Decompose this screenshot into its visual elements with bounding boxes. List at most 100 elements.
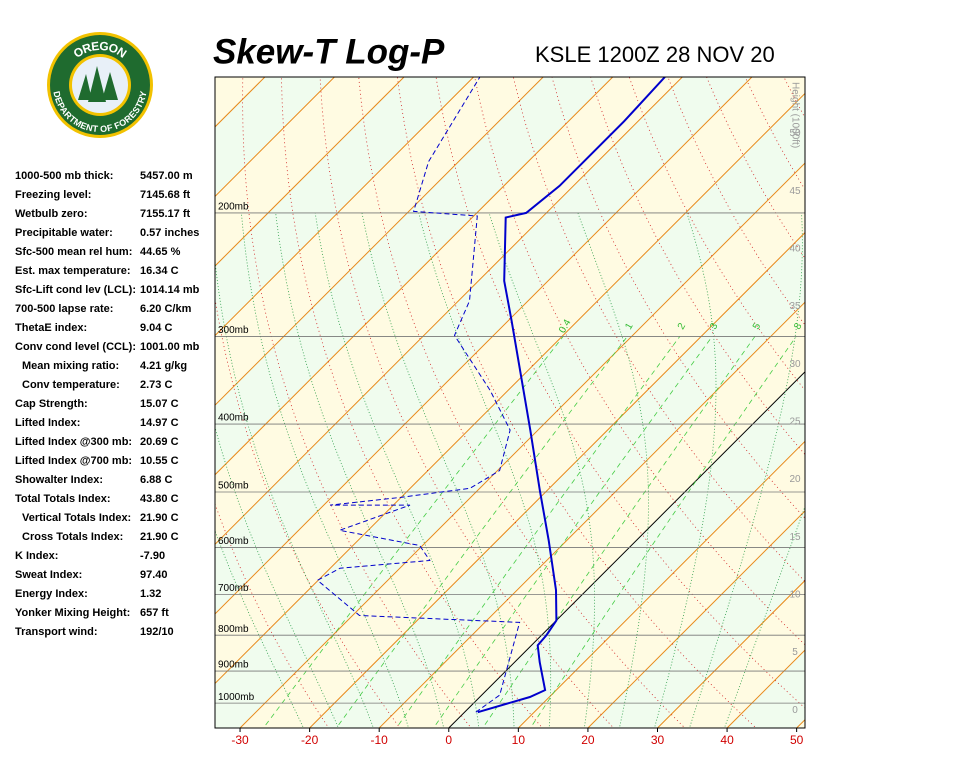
isotherm — [657, 579, 805, 728]
moist-adiabat — [361, 212, 515, 728]
dry-adiabat — [215, 296, 401, 728]
y-tick-label: 600mb — [218, 536, 249, 547]
index-value: 657 ft — [140, 607, 169, 619]
x-tick-label: 50 — [790, 733, 804, 747]
index-label: 1000-500 mb thick: — [15, 170, 113, 182]
isotherm — [378, 301, 805, 728]
dry-adiabat — [850, 57, 960, 732]
index-label: K Index: — [15, 550, 58, 562]
mixing-ratio-label: 8 — [792, 321, 805, 332]
index-label: Lifted Index: — [15, 417, 80, 429]
index-value: 6.88 C — [140, 474, 172, 486]
mixing-ratio-label: 5 — [751, 321, 764, 332]
y-tick-label: 700mb — [218, 583, 249, 594]
x-tick-label: 30 — [651, 733, 665, 747]
index-label: Conv cond level (CCL): — [15, 341, 136, 353]
index-label: Freezing level: — [15, 189, 91, 201]
moist-adiabat — [215, 257, 374, 728]
x-tick-label: 20 — [581, 733, 595, 747]
isotherm — [796, 718, 805, 728]
y2-tick-label: 15 — [789, 532, 801, 543]
moist-adiabat — [488, 212, 595, 728]
index-value: 9.04 C — [140, 322, 172, 334]
isotherm — [215, 77, 614, 476]
y2-tick-label: 25 — [789, 416, 801, 427]
isotherm — [866, 77, 960, 728]
index-label: 700-500 lapse rate: — [15, 303, 113, 315]
dewpoint-line — [316, 77, 521, 713]
y-tick-label: 800mb — [218, 624, 249, 635]
temperature-line — [477, 77, 666, 714]
index-value: -7.90 — [140, 550, 165, 562]
index-value: 2.73 C — [140, 379, 172, 391]
mixing-ratio-line — [335, 336, 628, 728]
index-value: 44.65 % — [140, 246, 181, 258]
y2-tick-label: 50 — [789, 128, 801, 139]
index-value: 10.55 C — [140, 455, 179, 467]
dry-adiabat — [358, 77, 686, 728]
index-value: 16.34 C — [140, 265, 179, 277]
chart-subtitle: KSLE 1200Z 28 NOV 20 — [535, 42, 775, 67]
index-label: Transport wind: — [15, 626, 98, 638]
y2-tick-label: 30 — [789, 359, 801, 370]
index-value: 7155.17 ft — [140, 208, 190, 220]
isotherm — [215, 77, 753, 615]
index-label: Conv temperature: — [22, 379, 120, 391]
y2-tick-label: 10 — [789, 589, 801, 600]
y2-tick-label: 20 — [789, 474, 801, 485]
moist-adiabat — [240, 212, 409, 728]
index-label: Showalter Index: — [15, 474, 103, 486]
logo-top-path: OREGON — [71, 39, 129, 61]
y-tick-label: 900mb — [218, 660, 249, 671]
dry-adiabat — [435, 77, 805, 709]
mixing-ratio-line — [395, 336, 681, 728]
y-tick-label: 500mb — [218, 481, 249, 492]
index-value: 6.20 C/km — [140, 303, 192, 315]
isotherm — [215, 77, 474, 337]
index-label: Mean mixing ratio: — [22, 360, 119, 372]
x-tick-label: -30 — [231, 733, 249, 747]
chart-title: Skew-T Log-P — [213, 32, 445, 71]
dry-adiabat — [551, 77, 805, 519]
y2-tick-label: 40 — [789, 243, 801, 254]
isotherm — [587, 510, 805, 728]
index-label: Cap Strength: — [15, 398, 88, 410]
y-tick-label: 300mb — [218, 325, 249, 336]
index-label: Lifted Index @700 mb: — [15, 455, 132, 467]
index-value: 7145.68 ft — [140, 189, 190, 201]
isotherm — [517, 440, 805, 728]
profile-clip — [316, 77, 521, 713]
isotherm — [309, 231, 805, 728]
moist-adiabat — [654, 212, 717, 728]
moist-adiabat — [314, 212, 480, 728]
dry-adiabat — [215, 502, 330, 728]
x-tick-label: 10 — [512, 733, 526, 747]
isotherm — [215, 77, 683, 546]
index-label: Sfc-500 mean rel hum: — [15, 246, 132, 258]
x-tick-label: -10 — [371, 733, 389, 747]
mixing-ratio-label: 2 — [676, 321, 689, 332]
isotherm — [215, 77, 335, 198]
index-value: 97.40 — [140, 569, 168, 581]
index-label: Sweat Index: — [15, 569, 82, 581]
dry-adiabat — [242, 77, 472, 728]
index-label: Yonker Mixing Height: — [15, 607, 130, 619]
index-label: Est. max temperature: — [15, 265, 131, 277]
index-value: 1.32 — [140, 588, 161, 600]
index-value: 192/10 — [140, 626, 174, 638]
y-tick-label: 1000mb — [218, 692, 255, 703]
index-label: Lifted Index @300 mb: — [15, 436, 132, 448]
x-tick-label: 0 — [445, 733, 452, 747]
dry-adiabat — [590, 77, 805, 456]
indices-table: 1000-500 mb thick: 5457.00 m Freezing leve… — [15, 170, 200, 638]
isotherm — [239, 162, 805, 728]
index-value: 1014.14 mb — [140, 284, 200, 296]
index-label: Precipitable water: — [15, 227, 113, 239]
logo-top-text: OREGON — [71, 39, 129, 61]
index-label: Sfc-Lift cond lev (LCL): — [15, 284, 136, 296]
y2-tick-label: 0 — [792, 705, 798, 716]
y2-tick-label: 45 — [789, 186, 801, 197]
mixing-ratio-line — [433, 336, 713, 728]
moist-adiabat — [418, 212, 552, 728]
mixing-ratio-label: 1 — [623, 321, 636, 332]
